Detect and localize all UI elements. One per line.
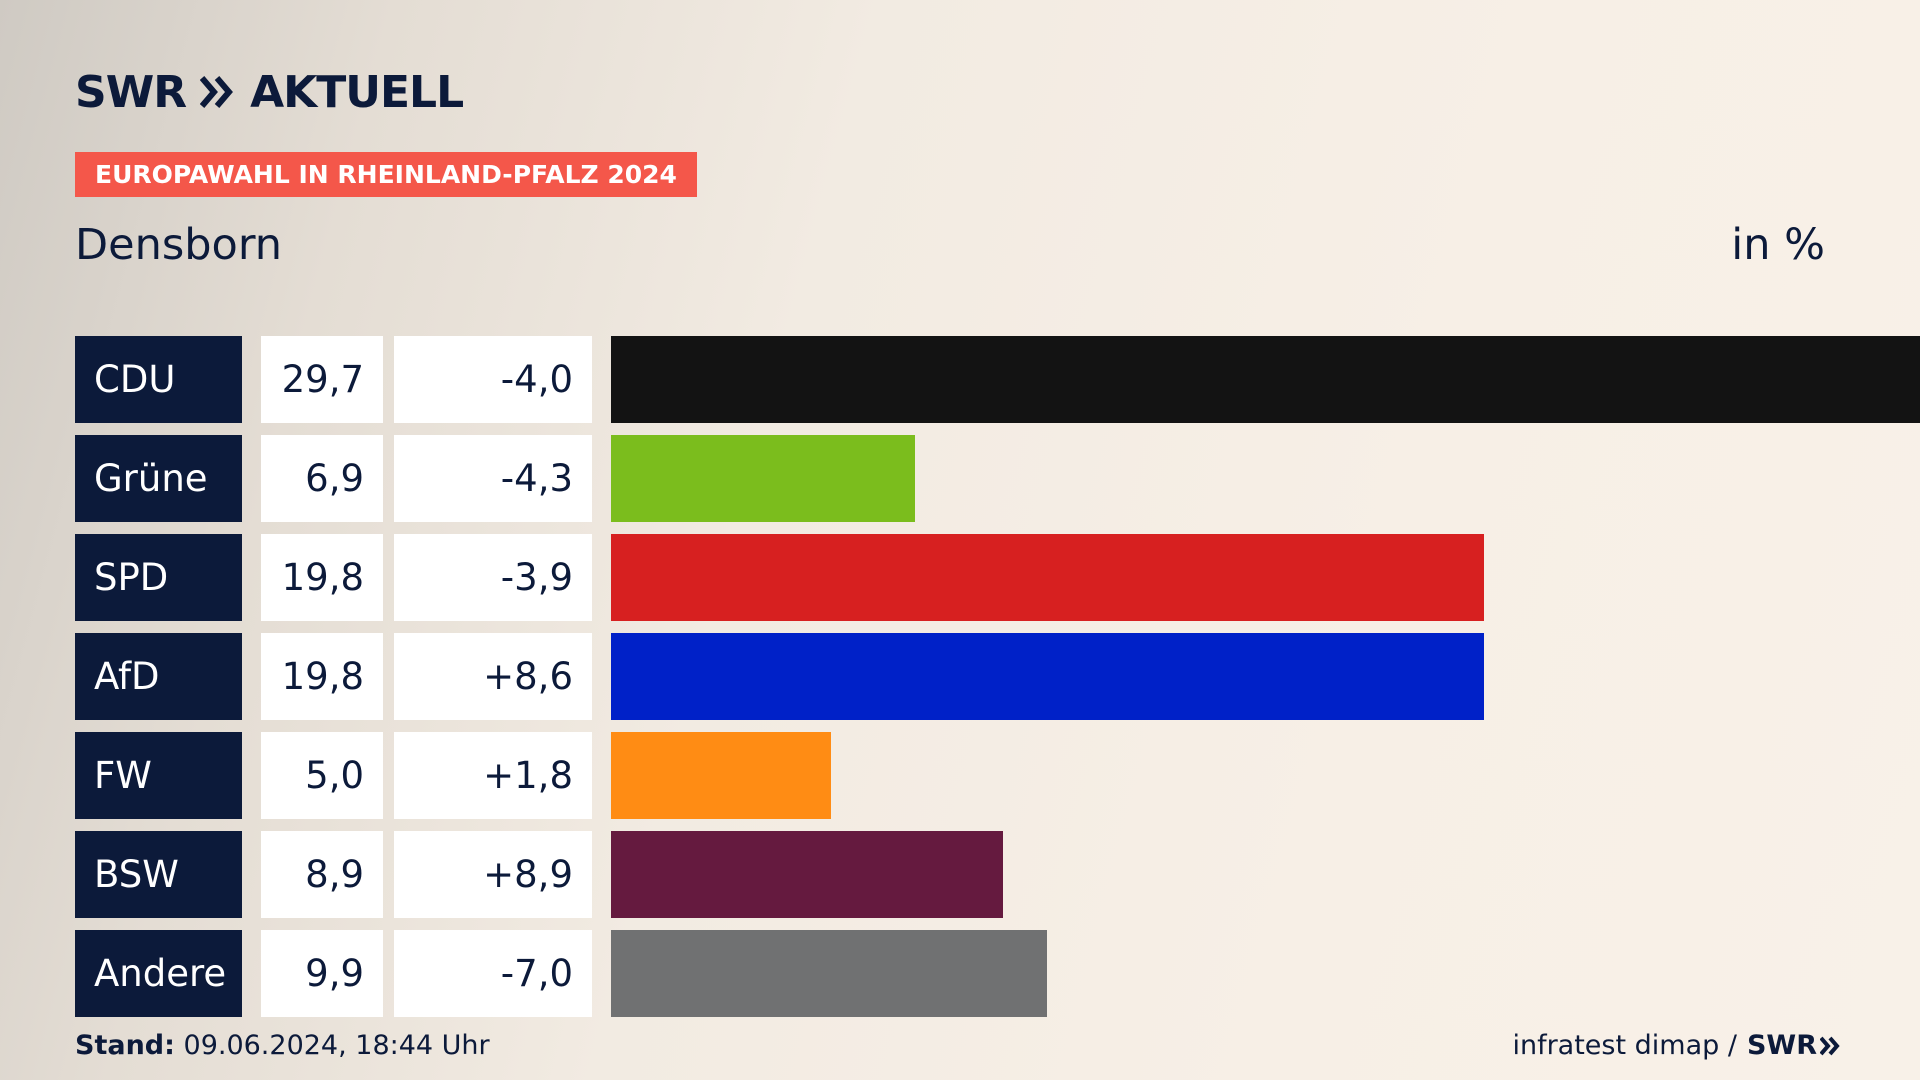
logo-brand: SWR <box>75 66 187 118</box>
unit-label: in % <box>1731 220 1825 270</box>
vote-share-label: 8,9 <box>261 831 383 918</box>
vote-share-bar <box>611 930 1047 1017</box>
vote-change-label: +1,8 <box>394 732 592 819</box>
result-row: Grüne 6,9 -4,3 <box>75 435 1845 522</box>
party-label: BSW <box>75 831 242 918</box>
vote-share-label: 19,8 <box>261 633 383 720</box>
chevron-double-icon <box>200 74 236 110</box>
source-brand-text: SWR <box>1746 1030 1817 1061</box>
party-label: Andere <box>75 930 242 1017</box>
vote-share-label: 9,9 <box>261 930 383 1017</box>
vote-change-label: +8,6 <box>394 633 592 720</box>
vote-share-label: 5,0 <box>261 732 383 819</box>
result-row: FW 5,0 +1,8 <box>75 732 1845 819</box>
logo-product: AKTUELL <box>250 66 464 118</box>
vote-share-bar <box>611 336 1920 423</box>
vote-share-label: 29,7 <box>261 336 383 423</box>
result-row: SPD 19,8 -3,9 <box>75 534 1845 621</box>
timestamp-value: 09.06.2024, 18:44 Uhr <box>183 1030 490 1061</box>
vote-share-label: 19,8 <box>261 534 383 621</box>
vote-share-bar <box>611 435 915 522</box>
result-row: CDU 29,7 -4,0 <box>75 336 1920 423</box>
vote-change-label: -7,0 <box>394 930 592 1017</box>
result-row: AfD 19,8 +8,6 <box>75 633 1845 720</box>
vote-share-bar <box>611 534 1484 621</box>
vote-change-label: -4,0 <box>394 336 592 423</box>
party-label: CDU <box>75 336 242 423</box>
chevron-double-icon <box>1820 1036 1840 1055</box>
vote-change-label: -3,9 <box>394 534 592 621</box>
party-label: AfD <box>75 633 242 720</box>
vote-share-bar <box>611 831 1003 918</box>
source-text: infratest dimap / <box>1512 1030 1737 1061</box>
election-badge: EUROPAWAHL IN RHEINLAND-PFALZ 2024 <box>75 152 697 197</box>
source-credit: infratest dimap / SWR <box>1512 1030 1842 1061</box>
source-brand: SWR <box>1747 1030 1842 1061</box>
timestamp-label: Stand: <box>75 1030 175 1061</box>
vote-share-bar <box>611 633 1484 720</box>
party-label: Grüne <box>75 435 242 522</box>
vote-change-label: -4,3 <box>394 435 592 522</box>
region-title: Densborn <box>75 220 283 270</box>
party-label: FW <box>75 732 242 819</box>
swr-aktuell-logo: SWR AKTUELL <box>75 66 464 118</box>
vote-share-label: 6,9 <box>261 435 383 522</box>
vote-change-label: +8,9 <box>394 831 592 918</box>
result-row: Andere 9,9 -7,0 <box>75 930 1845 1017</box>
result-row: BSW 8,9 +8,9 <box>75 831 1845 918</box>
timestamp: Stand: 09.06.2024, 18:44 Uhr <box>75 1030 490 1061</box>
party-label: SPD <box>75 534 242 621</box>
vote-share-bar <box>611 732 831 819</box>
